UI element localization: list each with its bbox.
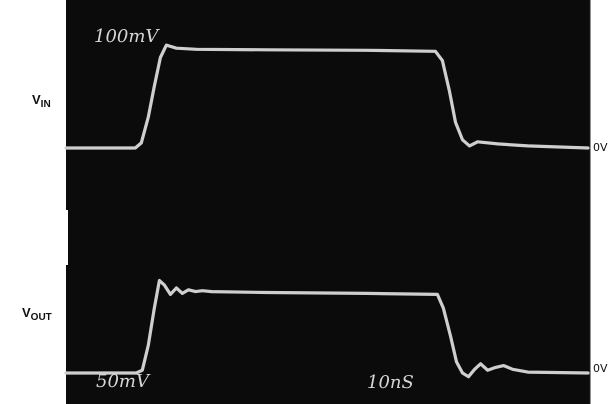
scope-screen <box>66 0 590 404</box>
vin-label-main: V <box>32 92 41 107</box>
vin-label: VIN <box>32 92 51 110</box>
screen-edge-nick <box>63 210 68 265</box>
vin-zero-label: 0V <box>593 141 608 154</box>
vout-label-main: V <box>22 305 31 320</box>
vout-label: VOUT <box>22 305 52 323</box>
vout-zero-label: 0V <box>593 362 608 375</box>
vin-scale-label: 100mV <box>94 26 160 47</box>
vout-scale-label: 50mV <box>96 371 151 392</box>
trace-vin <box>64 43 590 150</box>
vin-label-sub: IN <box>40 99 51 110</box>
vout-label-sub: OUT <box>30 312 52 323</box>
waveform-traces <box>64 43 590 379</box>
timebase-label: 10nS <box>367 372 414 393</box>
trace-vout <box>64 278 590 379</box>
